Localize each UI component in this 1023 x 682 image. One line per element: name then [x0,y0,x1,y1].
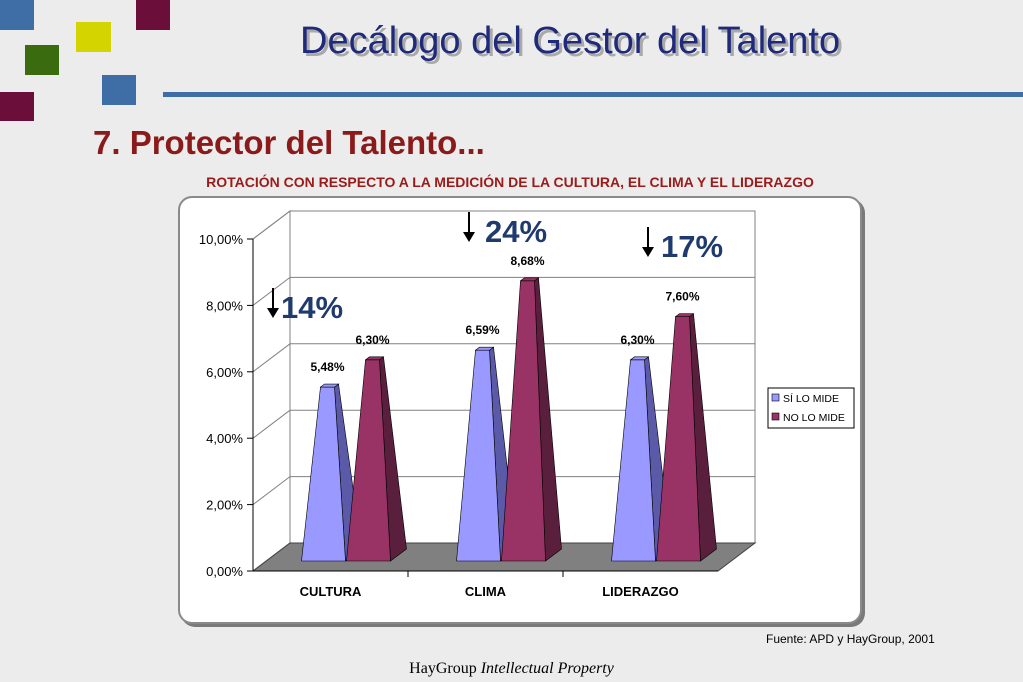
footer-brand: HayGroup Intellectual Property [0,660,1023,678]
y-tick-label: 8,00% [206,298,243,313]
legend-label: NO LO MIDE [783,412,845,424]
legend-label: SÍ LO MIDE [783,392,839,405]
side-wall [252,209,291,573]
decor-square-maroon-2 [0,92,34,121]
chart-title: ROTACIÓN CON RESPECTO A LA MEDICIÓN DE L… [206,174,814,190]
decor-square-green [25,45,59,75]
legend-swatch [771,412,780,421]
cone-top-0 [474,346,495,351]
y-tick-label: 10,00% [199,232,244,247]
gridline-side [252,476,291,505]
gridline-side [252,409,291,439]
down-arrow-head [463,232,475,242]
cone-top-1 [519,277,540,282]
title-rule [163,92,1023,97]
decor-square-yellow [76,22,111,52]
footer-tagline: Intellectual Property [480,660,614,677]
x-tick-label: CLIMA [465,584,507,599]
data-label: 6,30% [620,333,654,347]
gridline-side [252,277,291,306]
y-tick-label: 0,00% [206,564,243,579]
cone-top-1 [674,313,695,317]
down-arrow-head [267,308,279,318]
data-label: 6,30% [355,333,389,347]
down-arrow-head [642,247,654,257]
callout-label: 14% [281,290,343,325]
slide-title: Decálogo del Gestor del Talento [300,20,841,62]
legend [767,387,855,429]
source-note: Fuente: APD y HayGroup, 2001 [766,632,935,646]
x-tick-label: CULTURA [300,584,362,599]
cone-top-0 [319,383,340,388]
data-label: 5,48% [310,360,344,374]
legend-swatch [771,393,780,402]
callout-label: 24% [485,214,547,249]
y-tick-label: 6,00% [206,365,243,380]
data-label: 6,59% [465,323,499,337]
section-heading: 7. Protector del Talento... [93,124,485,161]
gridline-side [252,210,291,240]
y-tick-label: 2,00% [206,498,243,513]
decor-square-blue-1 [0,0,34,30]
data-label: 7,60% [665,290,699,304]
x-tick-label: LIDERAZGO [602,584,679,599]
callout-label: 17% [661,229,723,264]
gridline-side [252,343,291,373]
cone-top-0 [629,356,650,361]
y-tick-label: 4,00% [206,431,243,446]
footer-brand-name: HayGroup [409,660,477,677]
decor-square-blue-2 [102,75,136,105]
cone-top-1 [364,356,385,361]
data-label: 8,68% [510,254,544,268]
decor-square-maroon-1 [136,0,170,30]
